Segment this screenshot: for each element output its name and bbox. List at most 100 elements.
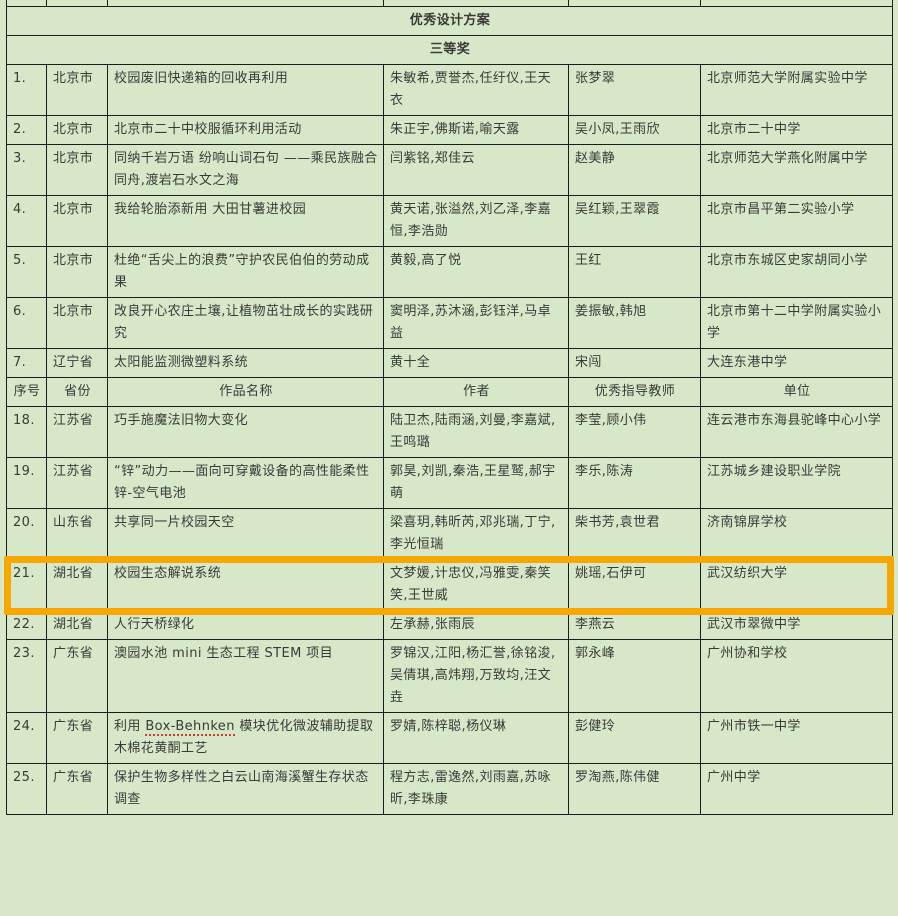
cell-province: 北京市 (46, 144, 108, 196)
table-row: 6. 北京市 改良开心农庄土壤,让植物茁壮成长的实践研究 窦明泽,苏沐涵,彭钰洋… (6, 297, 893, 349)
cell-seq: 25. (6, 763, 47, 815)
cell-province: 江苏省 (46, 406, 108, 458)
cell-province: 广东省 (46, 712, 108, 764)
cell-advisors: 张梦翠 (568, 64, 701, 116)
cell-unit: 武汉纺织大学 (700, 559, 893, 611)
cell-title: 杜绝“舌尖上的浪费”守护农民伯伯的劳动成果 (107, 246, 384, 298)
table-row: 18. 江苏省 巧手施魔法旧物大变化 陆卫杰,陆雨涵,刘曼,李嘉斌,王鸣璐 李莹… (6, 406, 893, 458)
cell-authors: 文梦媛,计忠仪,冯雅雯,秦笑笑,王世威 (383, 559, 569, 611)
cell-authors: 梁喜玥,韩昕芮,邓兆瑞,丁宁,李光恒瑞 (383, 508, 569, 560)
table-row: 24. 广东省 利用 Box-Behnken 模块优化微波辅助提取木棉花黄酮工艺… (6, 712, 893, 764)
cell-seq: 4. (6, 195, 47, 247)
cell-authors: 朱正宇,佛斯诺,喻天露 (383, 115, 569, 145)
banner-main-title: 优秀设计方案 (6, 6, 893, 36)
col-header-province: 省份 (46, 377, 108, 407)
table-row: 2. 北京市 北京市二十中校服循环利用活动 朱正宇,佛斯诺,喻天露 吴小凤,王雨… (6, 115, 893, 145)
cell-seq: 19. (6, 457, 47, 509)
cell-unit: 江苏城乡建设职业学院 (700, 457, 893, 509)
cell-title: 澳园水池 mini 生态工程 STEM 项目 (107, 639, 384, 713)
cell-unit: 广州市铁一中学 (700, 712, 893, 764)
cell-province: 北京市 (46, 297, 108, 349)
table-row: 4. 北京市 我给轮胎添新用 大田甘薯进校园 黄天诺,张溢然,刘乙泽,李嘉恒,李… (6, 195, 893, 247)
cell-province: 辽宁省 (46, 348, 108, 378)
cell-seq: 7. (6, 348, 47, 378)
cell-unit: 武汉市翠微中学 (700, 610, 893, 640)
cell-authors: 程方志,雷逸然,刘雨嘉,苏咏昕,李珠康 (383, 763, 569, 815)
cell-province: 北京市 (46, 246, 108, 298)
table-row-highlighted[interactable]: 21. 湖北省 校园生态解说系统 文梦媛,计忠仪,冯雅雯,秦笑笑,王世威 姚瑶,… (6, 559, 893, 611)
col-header-seq: 序号 (6, 377, 47, 407)
cell-advisors: 彭健玲 (568, 712, 701, 764)
col-header-unit: 单位 (700, 377, 893, 407)
title-prefix: 利用 (114, 719, 146, 734)
cell-unit: 北京市东城区史家胡同小学 (700, 246, 893, 298)
cell-seq: 21. (6, 559, 47, 611)
cell-advisors: 李燕云 (568, 610, 701, 640)
cell-unit: 广州协和学校 (700, 639, 893, 713)
cell-unit: 连云港市东海县驼峰中心小学 (700, 406, 893, 458)
cell-seq: 3. (6, 144, 47, 196)
cell-seq: 20. (6, 508, 47, 560)
cell-seq: 18. (6, 406, 47, 458)
table-row: 23. 广东省 澳园水池 mini 生态工程 STEM 项目 罗锦汉,江阳,杨汇… (6, 639, 893, 713)
cell-advisors: 吴红颖,王翠霞 (568, 195, 701, 247)
cell-advisors: 吴小凤,王雨欣 (568, 115, 701, 145)
cell-title: 校园生态解说系统 (107, 559, 384, 611)
cell-advisors: 赵美静 (568, 144, 701, 196)
cell-advisors: 姚瑶,石伊可 (568, 559, 701, 611)
cell-title: 人行天桥绿化 (107, 610, 384, 640)
cell-authors: 黄天诺,张溢然,刘乙泽,李嘉恒,李浩勋 (383, 195, 569, 247)
cell-province: 湖北省 (46, 610, 108, 640)
cell-seq: 24. (6, 712, 47, 764)
cell-unit: 北京市第十二中学附属实验小学 (700, 297, 893, 349)
cell-advisors: 李乐,陈涛 (568, 457, 701, 509)
table-row: 22. 湖北省 人行天桥绿化 左承赫,张雨辰 李燕云 武汉市翠微中学 (6, 610, 893, 640)
cell-authors: 左承赫,张雨辰 (383, 610, 569, 640)
cell-unit: 北京市二十中学 (700, 115, 893, 145)
cell-title: 同纳千岩万语 纷响山词石句 ——乘民族融合同舟,渡岩石水文之海 (107, 144, 384, 196)
cell-title: “锌”动力——面向可穿戴设备的高性能柔性锌-空气电池 (107, 457, 384, 509)
award-results-table: 优秀设计方案 三等奖 1. 北京市 校园废旧快递箱的回收再利用 朱敏希,贾誉杰,… (6, 0, 893, 815)
cell-title: 改良开心农庄土壤,让植物茁壮成长的实践研究 (107, 297, 384, 349)
cell-title: 北京市二十中校服循环利用活动 (107, 115, 384, 145)
cell-province: 山东省 (46, 508, 108, 560)
table-row: 19. 江苏省 “锌”动力——面向可穿戴设备的高性能柔性锌-空气电池 郭昊,刘凯… (6, 457, 893, 509)
cell-seq: 22. (6, 610, 47, 640)
title-suffix: 模块优化微波辅助提取木棉花黄酮工艺 (114, 719, 374, 756)
cell-unit: 济南锦屏学校 (700, 508, 893, 560)
cell-title: 巧手施魔法旧物大变化 (107, 406, 384, 458)
cell-province: 北京市 (46, 64, 108, 116)
table-row: 25. 广东省 保护生物多样性之白云山南海溪蟹生存状态调查 程方志,雷逸然,刘雨… (6, 763, 893, 815)
cell-province: 广东省 (46, 639, 108, 713)
cell-province: 江苏省 (46, 457, 108, 509)
cell-authors: 郭昊,刘凯,秦浩,王星鹫,郝宇萌 (383, 457, 569, 509)
column-header-row: 序号 省份 作品名称 作者 优秀指导教师 单位 (6, 377, 893, 407)
cell-authors: 黄毅,高了悦 (383, 246, 569, 298)
cell-authors: 闫紫铭,郑佳云 (383, 144, 569, 196)
cell-authors: 陆卫杰,陆雨涵,刘曼,李嘉斌,王鸣璐 (383, 406, 569, 458)
cell-unit: 北京市昌平第二实验小学 (700, 195, 893, 247)
cell-authors: 罗锦汉,江阳,杨汇誉,徐铭浚,吴倩琪,高炜翔,万致均,汪文垚 (383, 639, 569, 713)
table-row: 20. 山东省 共享同一片校园天空 梁喜玥,韩昕芮,邓兆瑞,丁宁,李光恒瑞 柴书… (6, 508, 893, 560)
cell-title: 我给轮胎添新用 大田甘薯进校园 (107, 195, 384, 247)
cell-seq: 23. (6, 639, 47, 713)
cell-unit: 大连东港中学 (700, 348, 893, 378)
cell-authors: 罗婧,陈梓聪,杨仪琳 (383, 712, 569, 764)
cell-authors: 黄十全 (383, 348, 569, 378)
cell-unit: 北京师范大学燕化附属中学 (700, 144, 893, 196)
cell-advisors: 宋闯 (568, 348, 701, 378)
cell-advisors: 郭永峰 (568, 639, 701, 713)
cell-advisors: 李莹,顾小伟 (568, 406, 701, 458)
cell-province: 北京市 (46, 115, 108, 145)
cell-title: 校园废旧快递箱的回收再利用 (107, 64, 384, 116)
cell-unit: 北京师范大学附属实验中学 (700, 64, 893, 116)
col-header-authors: 作者 (383, 377, 569, 407)
cell-title: 利用 Box-Behnken 模块优化微波辅助提取木棉花黄酮工艺 (107, 712, 384, 764)
cell-authors: 窦明泽,苏沐涵,彭钰洋,马卓益 (383, 297, 569, 349)
cell-unit: 广州中学 (700, 763, 893, 815)
cell-advisors: 王红 (568, 246, 701, 298)
cell-seq: 2. (6, 115, 47, 145)
cell-province: 湖北省 (46, 559, 108, 611)
table-row: 7. 辽宁省 太阳能监测微塑料系统 黄十全 宋闯 大连东港中学 (6, 348, 893, 378)
table-row: 1. 北京市 校园废旧快递箱的回收再利用 朱敏希,贾誉杰,任纡仪,王天衣 张梦翠… (6, 64, 893, 116)
